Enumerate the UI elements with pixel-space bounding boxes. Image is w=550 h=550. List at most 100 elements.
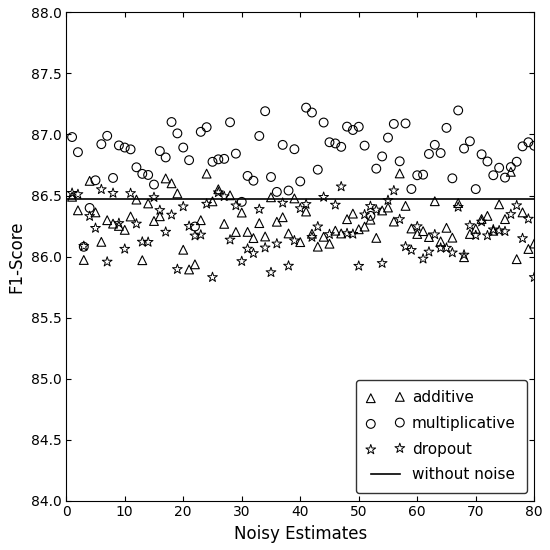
multiplicative [319, 118, 328, 127]
additive [208, 197, 217, 206]
multiplicative [314, 166, 322, 174]
dropout [331, 201, 340, 210]
multiplicative [156, 147, 164, 156]
additive [120, 226, 129, 234]
additive [161, 174, 170, 183]
dropout [319, 192, 328, 201]
dropout [249, 249, 258, 258]
additive [167, 179, 176, 188]
X-axis label: Noisy Estimates: Noisy Estimates [234, 525, 367, 543]
multiplicative [185, 156, 194, 164]
additive [79, 256, 88, 265]
additive [413, 229, 422, 238]
dropout [518, 234, 527, 243]
multiplicative [302, 103, 311, 112]
additive [389, 217, 398, 226]
multiplicative [343, 122, 351, 131]
multiplicative [413, 171, 422, 180]
dropout [267, 268, 276, 277]
additive [179, 245, 188, 254]
additive [173, 189, 182, 198]
multiplicative [220, 155, 229, 163]
dropout [144, 238, 152, 246]
dropout [202, 200, 211, 208]
multiplicative [226, 118, 234, 127]
additive [109, 219, 118, 228]
dropout [150, 193, 158, 202]
multiplicative [202, 123, 211, 131]
dropout [378, 259, 387, 268]
additive [97, 238, 106, 246]
additive [518, 208, 527, 217]
multiplicative [267, 173, 276, 182]
additive [343, 214, 351, 223]
multiplicative [366, 211, 375, 220]
additive [360, 222, 369, 231]
dropout [220, 192, 229, 201]
additive [314, 242, 322, 251]
dropout [524, 214, 533, 223]
multiplicative [477, 150, 486, 159]
multiplicative [196, 128, 205, 136]
dropout [454, 203, 463, 212]
multiplicative [389, 119, 398, 128]
dropout [302, 200, 311, 208]
additive [372, 234, 381, 243]
additive [114, 222, 123, 230]
additive [138, 256, 147, 265]
dropout [512, 201, 521, 210]
dropout [167, 211, 176, 219]
dropout [68, 189, 76, 197]
multiplicative [460, 144, 469, 153]
additive [407, 224, 416, 233]
dropout [138, 238, 147, 246]
multiplicative [530, 141, 538, 150]
multiplicative [161, 153, 170, 162]
multiplicative [173, 129, 182, 138]
additive [243, 228, 252, 236]
additive [156, 212, 164, 221]
multiplicative [126, 145, 135, 154]
additive [126, 212, 135, 221]
multiplicative [378, 152, 387, 161]
multiplicative [354, 122, 363, 131]
Y-axis label: F1-Score: F1-Score [7, 221, 25, 293]
additive [232, 228, 240, 236]
dropout [79, 242, 88, 251]
additive [144, 199, 152, 208]
dropout [173, 265, 182, 274]
additive [471, 224, 480, 233]
additive [419, 227, 427, 235]
additive [383, 203, 392, 212]
additive [512, 255, 521, 263]
dropout [337, 182, 345, 191]
multiplicative [138, 169, 147, 178]
dropout [495, 226, 504, 235]
multiplicative [383, 133, 392, 142]
dropout [74, 190, 82, 199]
additive [103, 216, 112, 224]
multiplicative [442, 123, 451, 132]
dropout [395, 215, 404, 224]
dropout [489, 226, 498, 234]
dropout [120, 245, 129, 254]
dropout [419, 255, 427, 263]
dropout [179, 202, 188, 211]
additive [214, 185, 223, 194]
dropout [448, 248, 456, 257]
dropout [156, 206, 164, 214]
additive [238, 208, 246, 217]
dropout [226, 235, 234, 244]
multiplicative [436, 148, 445, 157]
dropout [161, 228, 170, 236]
multiplicative [325, 138, 334, 147]
Legend: additive, multiplicative, dropout, without noise: additive, multiplicative, dropout, witho… [355, 379, 526, 493]
multiplicative [290, 145, 299, 153]
dropout [296, 204, 305, 213]
multiplicative [331, 139, 340, 148]
multiplicative [401, 119, 410, 128]
multiplicative [249, 177, 258, 185]
dropout [383, 196, 392, 205]
multiplicative [524, 138, 533, 147]
additive [290, 194, 299, 203]
